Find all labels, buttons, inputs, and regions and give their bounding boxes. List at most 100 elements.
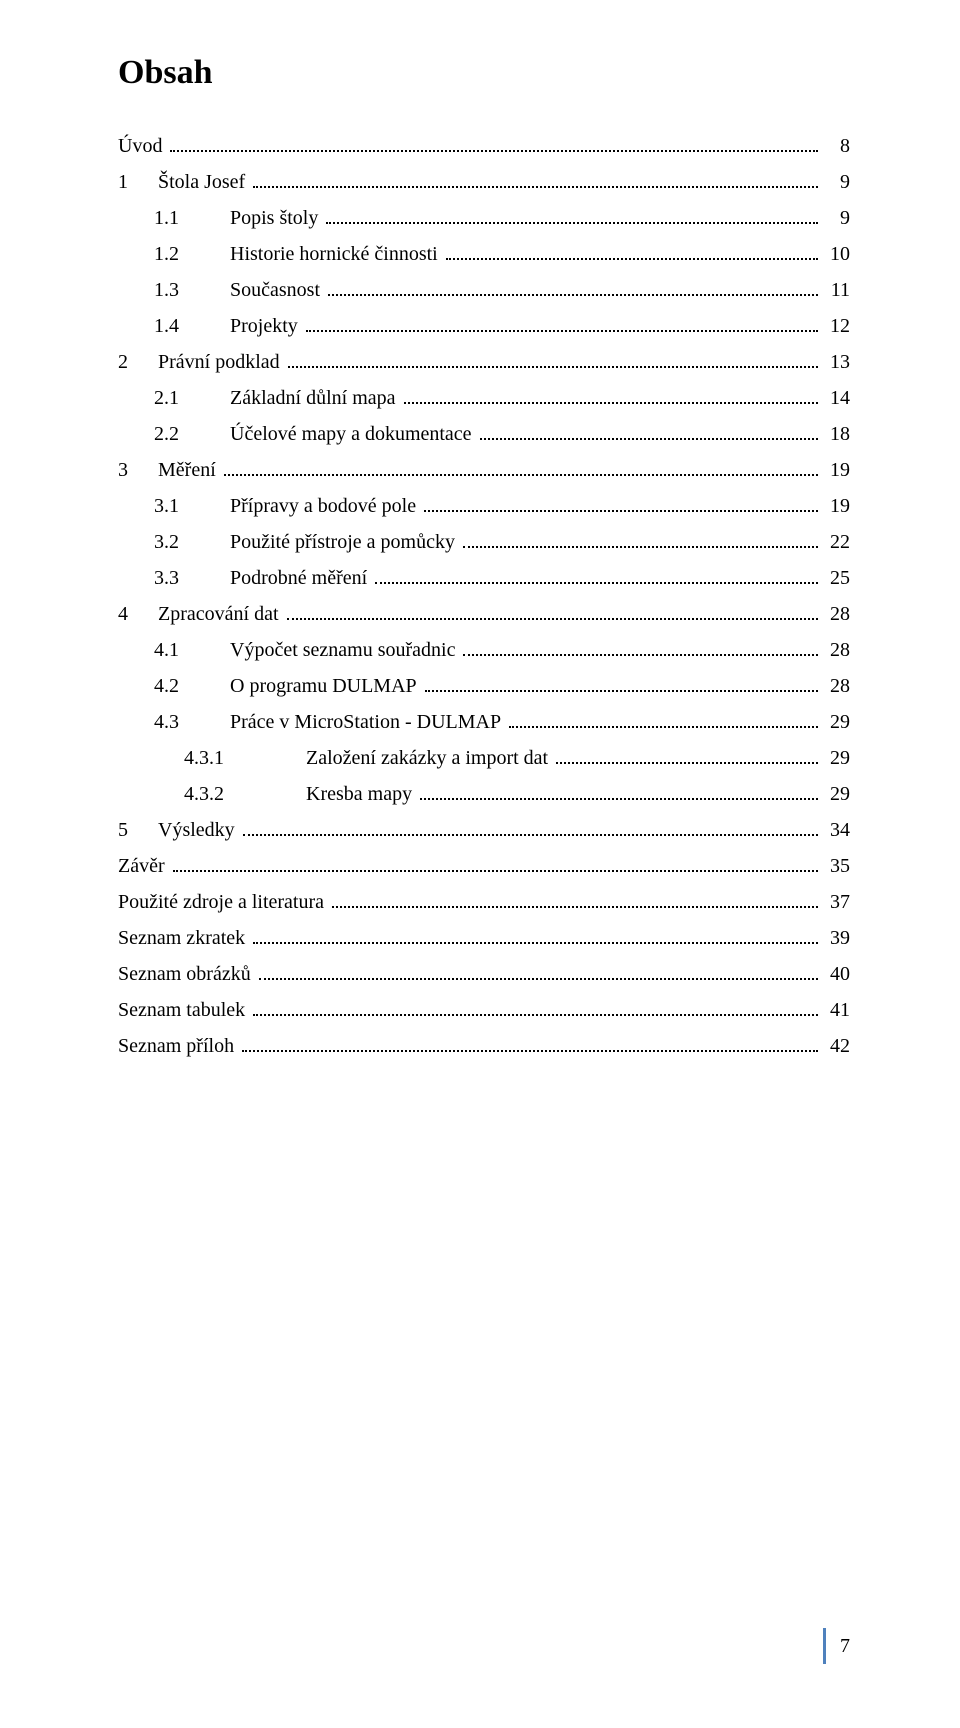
page-number: 7: [840, 1635, 850, 1658]
toc-entry: Použité zdroje a literatura37: [118, 892, 850, 912]
toc-dot-leader: [288, 352, 818, 368]
toc-entry-number: 1: [118, 172, 158, 192]
toc-entry-label: Štola Josef: [158, 172, 249, 192]
toc-entry-number: 4.2: [118, 676, 230, 696]
toc-entry: 4.3Práce v MicroStation - DULMAP 29: [118, 712, 850, 732]
toc-title: Obsah: [118, 54, 850, 92]
toc-dot-leader: [480, 424, 818, 440]
page: Obsah Úvod81Štola Josef91.1Popis štoly91…: [0, 0, 960, 1728]
toc-entry: 5Výsledky 34: [118, 820, 850, 840]
toc-entry-label: Zpracování dat: [158, 604, 283, 624]
toc-entry: 4.3.2Kresba mapy29: [118, 784, 850, 804]
toc-entry-label: Založení zakázky a import dat: [306, 748, 552, 768]
toc-dot-leader: [328, 280, 818, 296]
toc-entry: 4.2O programu DULMAP28: [118, 676, 850, 696]
toc-entry-page: 42: [822, 1036, 850, 1056]
toc-entry-number: 4.3: [118, 712, 230, 732]
toc-entry-number: 3.2: [118, 532, 230, 552]
toc-dot-leader: [463, 532, 818, 548]
toc-entry-label: Seznam příloh: [118, 1036, 238, 1056]
toc-dot-leader: [509, 712, 818, 728]
toc-entry-number: 3: [118, 460, 158, 480]
toc-entry: 2Právní podklad13: [118, 352, 850, 372]
toc-entry: 1.2Historie hornické činnosti 10: [118, 244, 850, 264]
toc-entry-page: 11: [822, 280, 850, 300]
toc-entry-page: 9: [822, 208, 850, 228]
toc-entry: Úvod 8: [118, 136, 850, 156]
toc-entry-label: Práce v MicroStation - DULMAP: [230, 712, 505, 732]
toc-entry-label: O programu DULMAP: [230, 676, 421, 696]
toc-entry: 4.1Výpočet seznamu souřadnic28: [118, 640, 850, 660]
toc-entry-label: Použité přístroje a pomůcky: [230, 532, 459, 552]
toc-entry-page: 18: [822, 424, 850, 444]
toc-entry-number: 5: [118, 820, 158, 840]
toc-entry: 4Zpracování dat 28: [118, 604, 850, 624]
toc-entry-label: Seznam tabulek: [118, 1000, 249, 1020]
toc-dot-leader: [242, 1036, 818, 1052]
toc-entry: 2.1Základní důlní mapa14: [118, 388, 850, 408]
toc-entry: 1.3Současnost11: [118, 280, 850, 300]
page-number-box: 7: [823, 1628, 850, 1664]
toc-entry-label: Historie hornické činnosti: [230, 244, 442, 264]
toc-entry-label: Projekty: [230, 316, 302, 336]
toc-entry-page: 29: [822, 712, 850, 732]
toc-entry-page: 22: [822, 532, 850, 552]
toc-entry-page: 28: [822, 640, 850, 660]
toc-entry: 3.3Podrobné měření25: [118, 568, 850, 588]
toc-entry-number: 2: [118, 352, 158, 372]
toc-entry-label: Výsledky: [158, 820, 239, 840]
toc-list: Úvod 8 1Štola Josef9 1.1Popis štoly 9 1.2Hist…: [118, 136, 850, 1056]
toc-entry-number: 4: [118, 604, 158, 624]
toc-entry-page: 10: [822, 244, 850, 264]
toc-entry: 2.2Účelové mapy a dokumentace18: [118, 424, 850, 444]
toc-dot-leader: [306, 316, 818, 332]
toc-dot-leader: [424, 496, 818, 512]
toc-dot-leader: [170, 136, 818, 152]
toc-entry: 1.1Popis štoly 9: [118, 208, 850, 228]
toc-entry: Závěr 35: [118, 856, 850, 876]
toc-entry: Seznam obrázků40: [118, 964, 850, 984]
toc-entry: 1.4Projekty12: [118, 316, 850, 336]
toc-entry-page: 34: [822, 820, 850, 840]
toc-entry: 3.1Přípravy a bodové pole 19: [118, 496, 850, 516]
toc-entry-label: Měření: [158, 460, 220, 480]
toc-dot-leader: [556, 748, 818, 764]
toc-entry-page: 19: [822, 496, 850, 516]
toc-entry: 3.2Použité přístroje a pomůcky 22: [118, 532, 850, 552]
toc-entry-page: 35: [822, 856, 850, 876]
toc-entry: 3Měření19: [118, 460, 850, 480]
toc-entry-number: 1.2: [118, 244, 230, 264]
page-number-accent-bar: [823, 1628, 826, 1664]
toc-entry: Seznam příloh 42: [118, 1036, 850, 1056]
toc-entry-number: 3.1: [118, 496, 230, 516]
toc-entry-number: 1.1: [118, 208, 230, 228]
toc-entry-page: 39: [822, 928, 850, 948]
toc-entry-label: Úvod: [118, 136, 166, 156]
toc-dot-leader: [287, 604, 819, 620]
toc-entry-number: 2.2: [118, 424, 230, 444]
toc-dot-leader: [326, 208, 818, 224]
toc-dot-leader: [404, 388, 818, 404]
toc-entry-number: 2.1: [118, 388, 230, 408]
toc-entry-page: 29: [822, 784, 850, 804]
toc-dot-leader: [420, 784, 818, 800]
toc-entry-page: 28: [822, 604, 850, 624]
toc-entry-label: Současnost: [230, 280, 324, 300]
toc-entry: 1Štola Josef9: [118, 172, 850, 192]
toc-entry-label: Popis štoly: [230, 208, 322, 228]
toc-entry-number: 3.3: [118, 568, 230, 588]
toc-dot-leader: [224, 460, 818, 476]
toc-entry-page: 8: [822, 136, 850, 156]
toc-entry-label: Závěr: [118, 856, 169, 876]
toc-entry-label: Kresba mapy: [306, 784, 416, 804]
toc-dot-leader: [173, 856, 818, 872]
toc-dot-leader: [253, 172, 818, 188]
toc-dot-leader: [446, 244, 818, 260]
toc-entry-page: 25: [822, 568, 850, 588]
toc-entry-label: Použité zdroje a literatura: [118, 892, 328, 912]
toc-entry: Seznam zkratek 39: [118, 928, 850, 948]
toc-entry-page: 14: [822, 388, 850, 408]
toc-entry-label: Seznam zkratek: [118, 928, 249, 948]
toc-entry-number: 4.1: [118, 640, 230, 660]
toc-entry-label: Přípravy a bodové pole: [230, 496, 420, 516]
